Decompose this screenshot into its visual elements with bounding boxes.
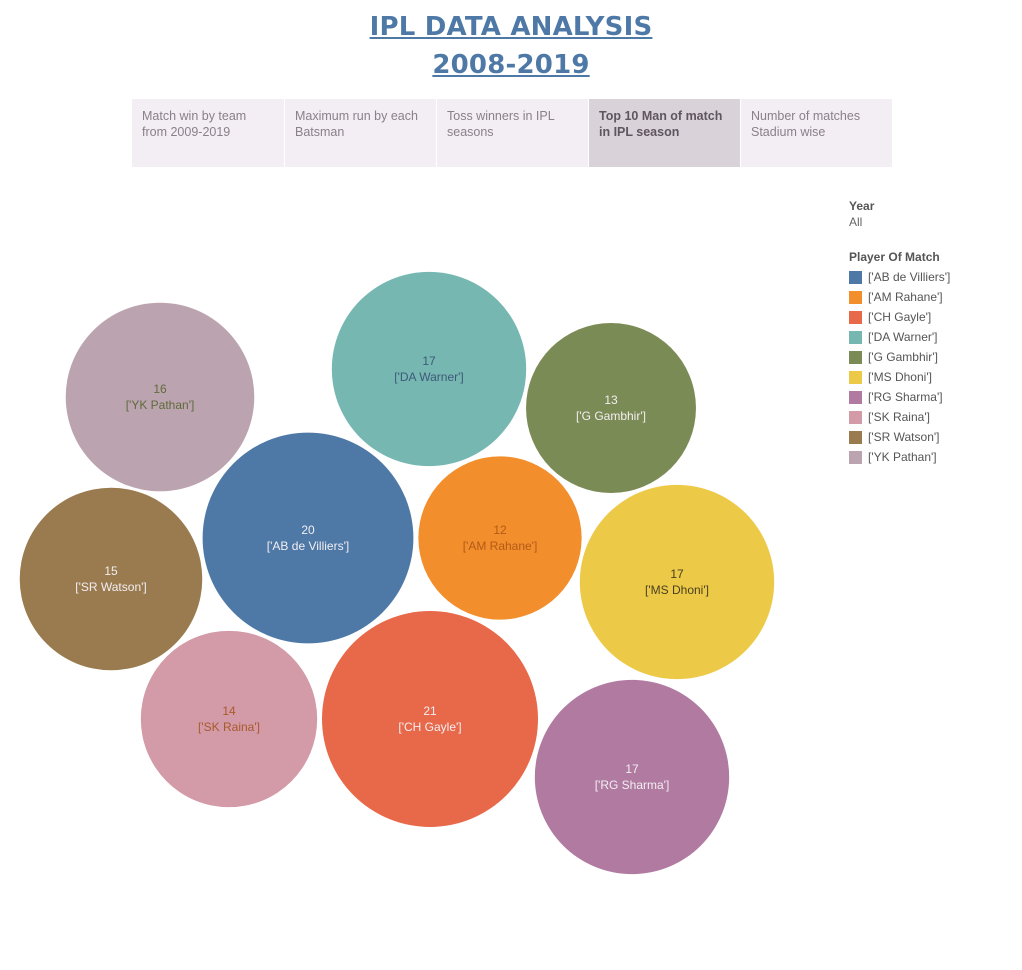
bubble-circle[interactable] (20, 488, 203, 671)
bubble-name-label: ['SR Watson'] (75, 580, 147, 594)
bubble[interactable]: 14 ['SK Raina'] (141, 631, 317, 807)
bubble-name-label: ['AB de Villiers'] (267, 539, 349, 553)
bubble[interactable]: 20 ['AB de Villiers'] (203, 433, 414, 644)
bubble-name-label: ['SK Raina'] (198, 720, 260, 734)
bubble-name-label: ['MS Dhoni'] (645, 583, 709, 597)
bubble-name-label: ['DA Warner'] (394, 370, 464, 384)
bubble-value-label: 12 (493, 523, 507, 537)
bubble[interactable]: 13 ['G Gambhir'] (526, 323, 696, 493)
bubble[interactable]: 12 ['AM Rahane'] (418, 456, 581, 619)
bubble-name-label: ['RG Sharma'] (595, 778, 670, 792)
bubble-value-label: 17 (670, 567, 684, 581)
bubble[interactable]: 17 ['RG Sharma'] (535, 680, 729, 874)
bubble-value-label: 21 (423, 704, 437, 718)
bubble-circle[interactable] (526, 323, 696, 493)
bubble-value-label: 17 (422, 354, 436, 368)
bubble[interactable]: 17 ['MS Dhoni'] (580, 485, 774, 679)
bubble-value-label: 13 (604, 393, 618, 407)
bubble-circle[interactable] (203, 433, 414, 644)
bubble[interactable]: 21 ['CH Gayle'] (322, 611, 538, 827)
bubble-name-label: ['G Gambhir'] (576, 409, 646, 423)
bubble-name-label: ['AM Rahane'] (463, 539, 538, 553)
bubble-value-label: 16 (153, 382, 167, 396)
bubble[interactable]: 15 ['SR Watson'] (20, 488, 203, 671)
bubble-circle[interactable] (418, 456, 581, 619)
bubble-value-label: 14 (222, 704, 236, 718)
bubble-name-label: ['CH Gayle'] (398, 720, 461, 734)
bubble-circle[interactable] (332, 272, 526, 466)
bubble-name-label: ['YK Pathan'] (126, 398, 195, 412)
bubble-value-label: 15 (104, 564, 118, 578)
bubble-value-label: 20 (301, 523, 315, 537)
bubble[interactable]: 16 ['YK Pathan'] (66, 303, 255, 492)
bubble-value-label: 17 (625, 762, 639, 776)
bubble-circle[interactable] (322, 611, 538, 827)
bubble-circle[interactable] (66, 303, 255, 492)
bubble-circle[interactable] (141, 631, 317, 807)
bubble-circle[interactable] (535, 680, 729, 874)
bubble[interactable]: 17 ['DA Warner'] (332, 272, 526, 466)
bubble-circle[interactable] (580, 485, 774, 679)
